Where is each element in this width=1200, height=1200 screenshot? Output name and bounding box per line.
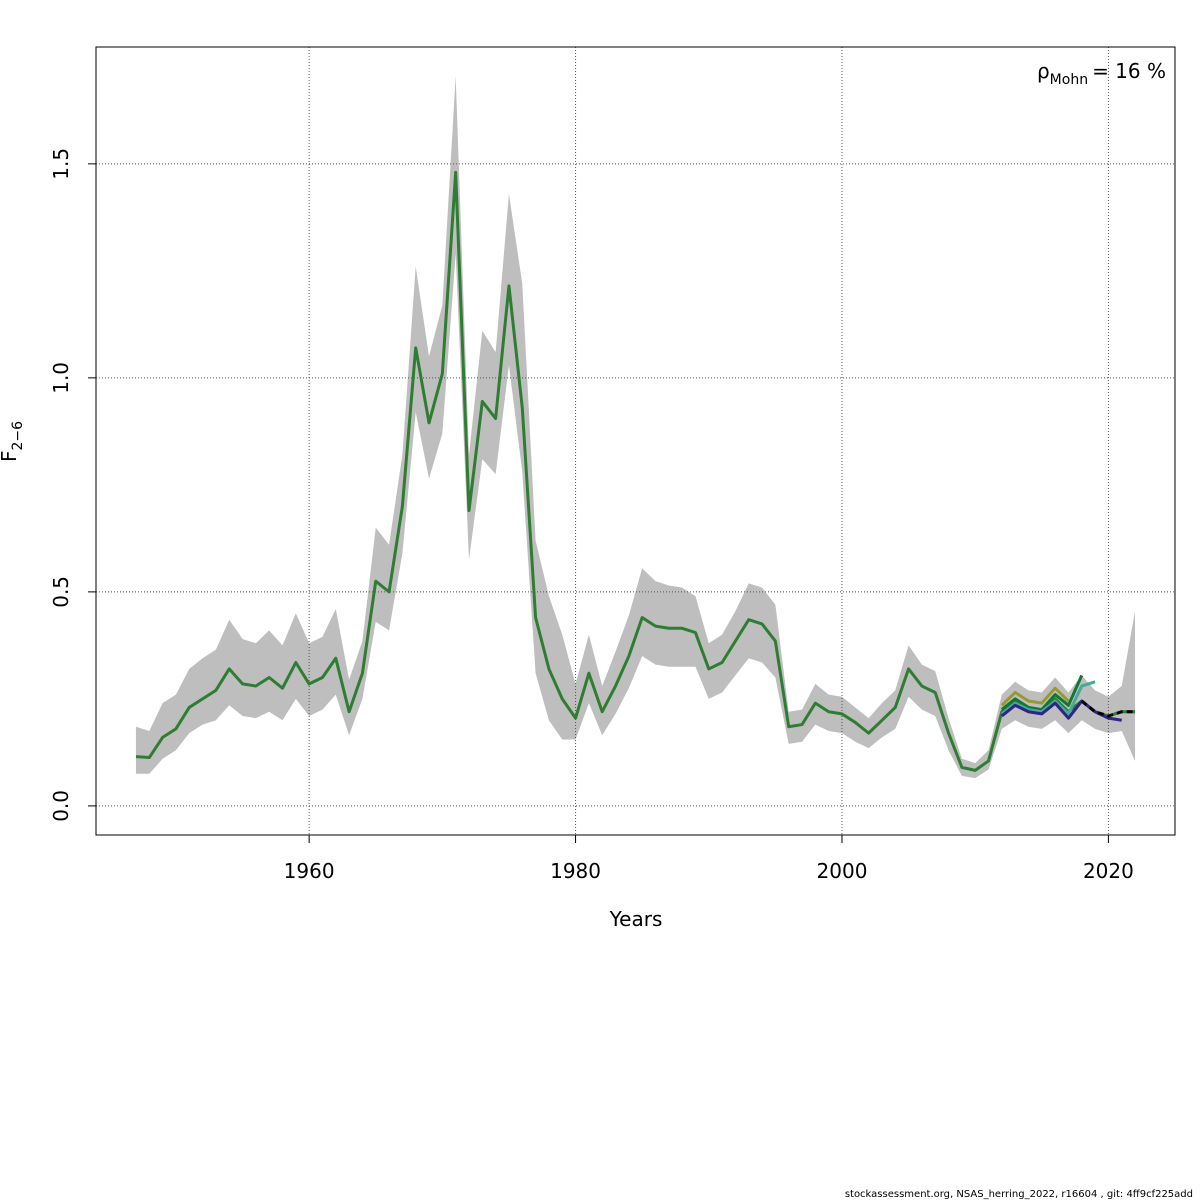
band-layer: [135, 76, 1136, 779]
annotation-text: = 16 %: [1092, 59, 1166, 83]
y-axis-label: F2−6: [0, 421, 26, 462]
series-line: [1000, 680, 1096, 716]
x-tick-label: 2000: [817, 859, 868, 883]
confidence-band: [135, 76, 1136, 779]
series-line: [1000, 674, 1084, 712]
y-label-subscript: 2−6: [10, 421, 26, 451]
grid-layer: [88, 47, 1175, 843]
series-line: [135, 170, 1136, 772]
annotation-symbol: ρ: [1037, 59, 1050, 83]
annotation-subscript: Mohn: [1050, 72, 1088, 88]
mohn-annotation: ρMohn = 16 %: [1037, 59, 1166, 88]
x-tick-label: 1960: [284, 859, 335, 883]
y-tick-label: 0.5: [49, 576, 73, 608]
x-tick-label: 2020: [1083, 859, 1134, 883]
y-tick-label: 1.5: [49, 148, 73, 180]
y-tick-label: 0.0: [49, 790, 73, 822]
line-layer: [135, 170, 1136, 772]
x-tick-label: 1980: [550, 859, 601, 883]
series-line: [1000, 686, 1070, 707]
plot-frame: [95, 46, 1176, 836]
series-line: [1080, 699, 1136, 718]
y-label-symbol: F: [0, 450, 21, 462]
x-axis-label: Years: [609, 907, 663, 931]
footer: stockassessment.org, NSAS_herring_2022, …: [845, 1189, 1193, 1200]
y-tick-label: 1.0: [49, 362, 73, 394]
